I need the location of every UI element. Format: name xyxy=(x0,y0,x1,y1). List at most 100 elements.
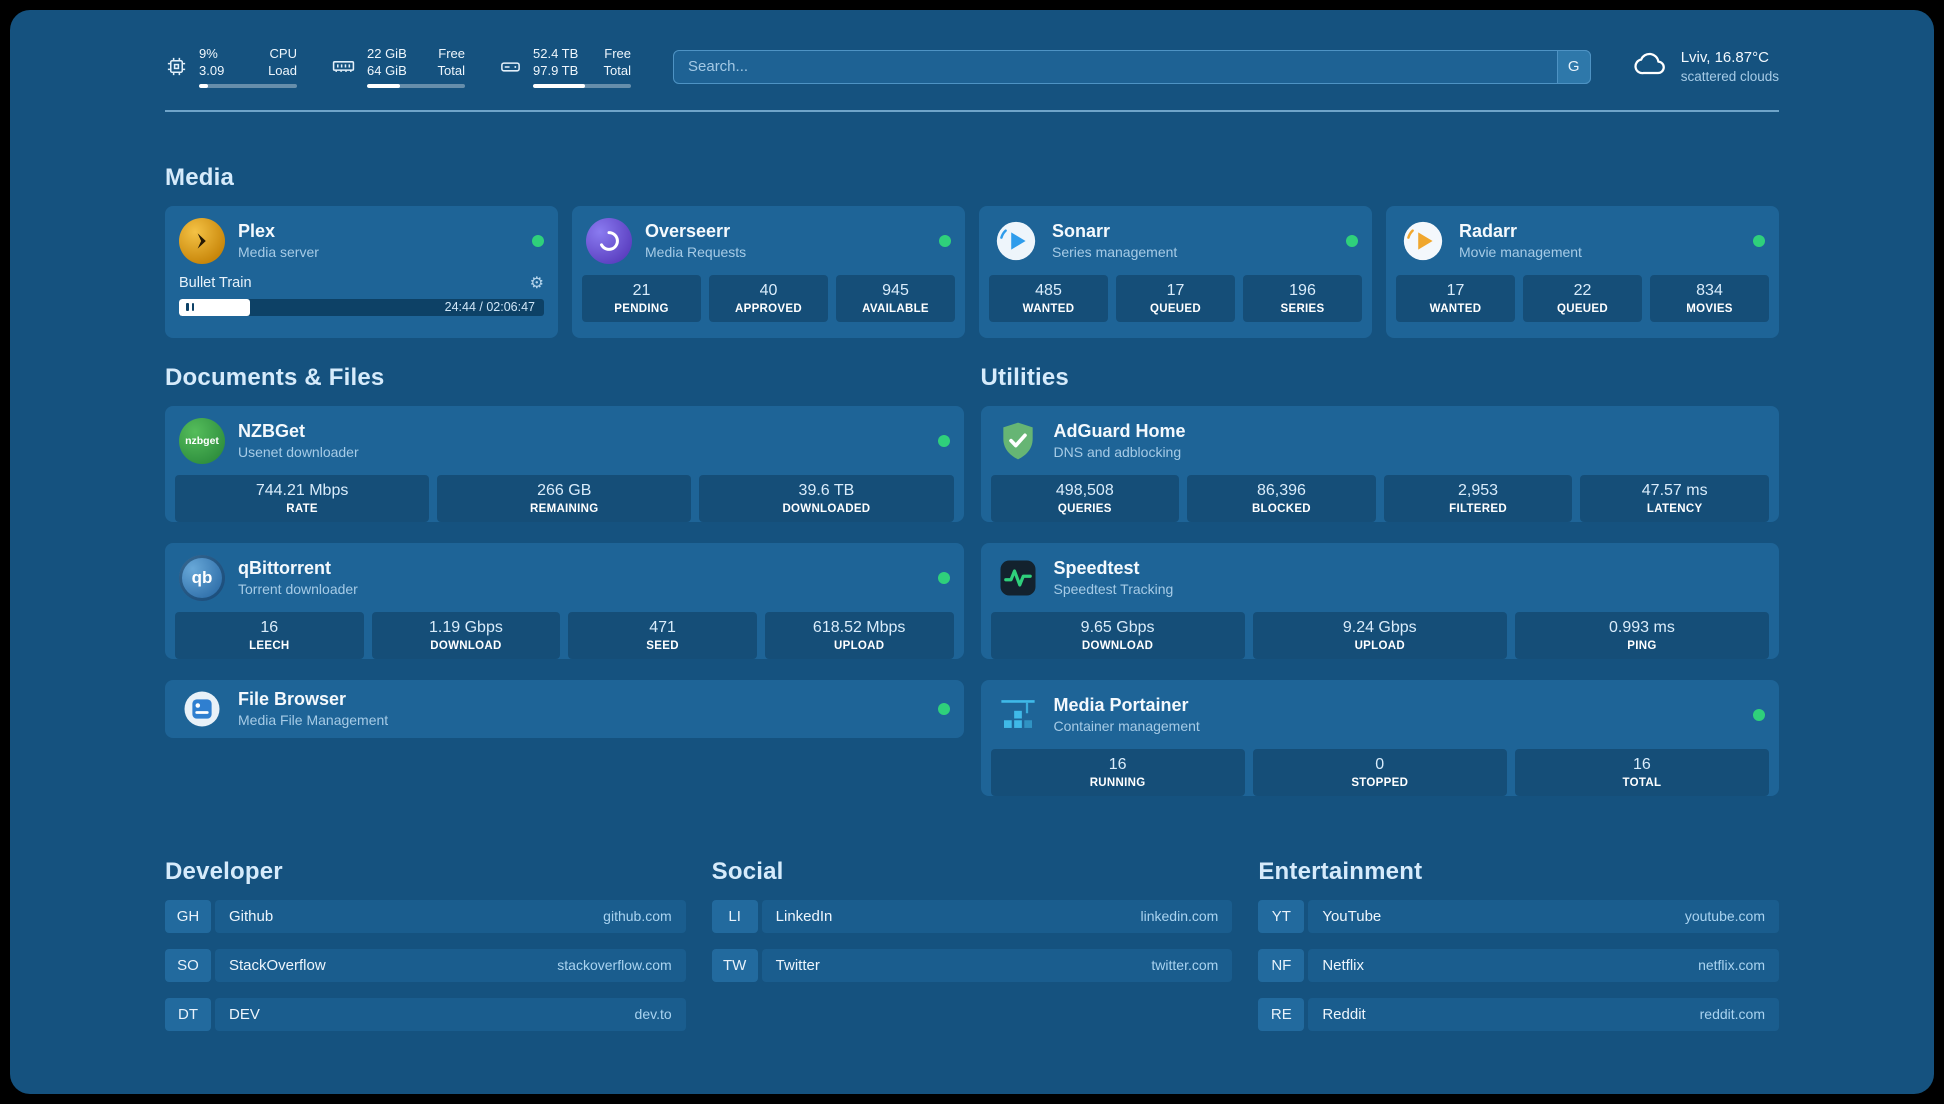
section-heading-documents: Documents & Files xyxy=(165,363,385,391)
stat-label: SERIES xyxy=(1280,302,1325,315)
stat-box: 9.65 Gbps DOWNLOAD xyxy=(990,611,1245,659)
bookmark-youtube[interactable]: YT YouTube youtube.com xyxy=(1258,899,1779,933)
stat-box: 498,508 QUERIES xyxy=(990,474,1180,522)
bookmark-url: stackoverflow.com xyxy=(557,957,672,974)
adguard-card[interactable]: AdGuard Home DNS and adblocking 498,508 … xyxy=(980,405,1779,522)
stat-label: PING xyxy=(1627,639,1657,652)
bookmark-abbr: YT xyxy=(1258,899,1305,933)
playback-progress-bar[interactable]: 24:44 / 02:06:47 xyxy=(179,298,544,316)
settings-gear-icon[interactable]: ⚙ xyxy=(529,274,544,292)
nzbget-icon: nzbget xyxy=(179,417,225,464)
bookmark-dev[interactable]: DT DEV dev.to xyxy=(165,997,686,1031)
bookmark-abbr: GH xyxy=(165,899,211,933)
top-bar: 9% 3.09 CPU Load xyxy=(165,10,1779,88)
bookmark-netflix[interactable]: NF Netflix netflix.com xyxy=(1258,948,1779,982)
radarr-card[interactable]: Radarr Movie management 17 WANTED 22 QUE… xyxy=(1386,205,1779,338)
bookmark-abbr: NF xyxy=(1258,948,1305,982)
status-dot xyxy=(937,571,950,584)
cpu-label: CPU xyxy=(269,46,297,61)
section-heading-utilities: Utilities xyxy=(980,363,1069,391)
nzbget-card[interactable]: nzbget NZBGet Usenet downloader 744.21 M… xyxy=(165,405,964,522)
stat-box: 39.6 TB DOWNLOADED xyxy=(699,474,954,522)
app-subtitle: Usenet downloader xyxy=(238,444,359,461)
sonarr-card[interactable]: Sonarr Series management 485 WANTED 17 Q… xyxy=(979,205,1372,338)
stat-label: TOTAL xyxy=(1622,776,1662,789)
bookmark-name: DEV xyxy=(229,1005,260,1023)
plex-icon xyxy=(179,217,225,264)
portainer-card[interactable]: Media Portainer Container management 16 … xyxy=(980,679,1779,796)
stat-value: 40 xyxy=(759,281,778,299)
stat-label: DOWNLOAD xyxy=(430,639,502,652)
developer-bookmarks: Developer GH Github github.com SO StackO… xyxy=(165,858,686,1031)
search-input[interactable] xyxy=(673,49,1591,84)
bookmark-abbr: TW xyxy=(711,948,758,982)
bookmark-twitter[interactable]: TW Twitter twitter.com xyxy=(711,948,1233,982)
weather-location: Lviv, 16.87°C xyxy=(1680,49,1769,67)
status-dot xyxy=(1346,234,1358,247)
stat-label: WANTED xyxy=(1022,302,1075,315)
disk-total-value: 97.9 TB xyxy=(533,62,579,78)
status-dot xyxy=(1753,234,1765,247)
cpu-load-label: Load xyxy=(268,62,297,78)
stat-value: 21 xyxy=(632,281,651,299)
stat-label: MOVIES xyxy=(1686,302,1733,315)
qbittorrent-card[interactable]: qb qBittorrent Torrent downloader 16 LEE… xyxy=(165,542,964,659)
stat-box: 2,953 FILTERED xyxy=(1383,474,1573,522)
stat-box: 86,396 BLOCKED xyxy=(1187,474,1376,522)
pause-icon[interactable] xyxy=(186,303,194,312)
app-name: qBittorrent xyxy=(238,558,331,579)
stat-box: 0 STOPPED xyxy=(1252,748,1507,796)
stat-value: 471 xyxy=(649,618,676,636)
app-subtitle: DNS and adblocking xyxy=(1053,444,1182,461)
stat-box: 0.993 ms PING xyxy=(1514,611,1770,659)
app-name: Overseerr xyxy=(645,221,731,242)
bookmark-name: Github xyxy=(229,907,274,925)
cpu-load-value: 3.09 xyxy=(199,62,225,78)
bookmark-url: twitter.com xyxy=(1151,957,1219,974)
stat-value: 2,953 xyxy=(1458,481,1499,499)
stat-box: 9.24 Gbps UPLOAD xyxy=(1252,611,1507,659)
file-browser-card[interactable]: File Browser Media File Management xyxy=(165,679,964,738)
stat-box: 40 APPROVED xyxy=(709,274,828,322)
bookmark-linkedin[interactable]: LI LinkedIn linkedin.com xyxy=(711,899,1233,933)
stat-value: 485 xyxy=(1035,281,1062,299)
memory-free-value: 22 GiB xyxy=(367,46,407,61)
sonarr-icon xyxy=(993,218,1039,264)
stat-value: 618.52 Mbps xyxy=(812,618,906,636)
plex-card[interactable]: Plex Media server Bullet Train ⚙ 24:44 /… xyxy=(165,205,558,338)
app-subtitle: Container management xyxy=(1053,718,1200,735)
stat-value: 22 xyxy=(1573,281,1592,299)
bookmark-github[interactable]: GH Github github.com xyxy=(165,899,686,933)
stat-value: 196 xyxy=(1289,281,1316,299)
memory-total-value: 64 GiB xyxy=(367,62,407,78)
search-engine-button[interactable]: G xyxy=(1556,49,1591,84)
app-name: AdGuard Home xyxy=(1053,421,1186,442)
cpu-chip-icon xyxy=(165,55,188,78)
stat-box: 834 MOVIES xyxy=(1650,274,1769,322)
cpu-progress-bar xyxy=(199,83,297,88)
bookmark-abbr: SO xyxy=(165,948,211,982)
weather-widget[interactable]: Lviv, 16.87°C scattered clouds xyxy=(1633,46,1779,87)
hard-drive-icon xyxy=(499,55,522,78)
bookmark-url: netflix.com xyxy=(1698,957,1765,974)
stat-label: RATE xyxy=(286,502,318,515)
app-name: NZBGet xyxy=(238,421,305,442)
media-section: Media Plex Media server Bullet Train ⚙ xyxy=(165,164,1779,338)
stat-label: LATENCY xyxy=(1646,502,1703,515)
weather-condition: scattered clouds xyxy=(1680,69,1779,85)
overseerr-card[interactable]: Overseerr Media Requests 21 PENDING 40 A… xyxy=(572,205,965,338)
app-subtitle: Speedtest Tracking xyxy=(1053,581,1174,598)
file-browser-icon xyxy=(179,686,225,732)
bookmark-stackoverflow[interactable]: SO StackOverflow stackoverflow.com xyxy=(165,948,686,982)
speedtest-card[interactable]: Speedtest Speedtest Tracking 9.65 Gbps D… xyxy=(980,542,1779,659)
app-name: Plex xyxy=(238,221,276,242)
utilities-section: Utilities AdGuard Home DNS and a xyxy=(980,363,1779,796)
stat-label: DOWNLOAD xyxy=(1081,639,1154,652)
bookmark-name: Netflix xyxy=(1322,956,1365,974)
app-subtitle: Movie management xyxy=(1459,244,1582,261)
overseerr-icon xyxy=(586,217,632,264)
stat-label: UPLOAD xyxy=(1354,639,1405,652)
search-bar: G xyxy=(673,49,1591,84)
bookmark-abbr: DT xyxy=(165,997,211,1031)
bookmark-reddit[interactable]: RE Reddit reddit.com xyxy=(1258,997,1779,1031)
